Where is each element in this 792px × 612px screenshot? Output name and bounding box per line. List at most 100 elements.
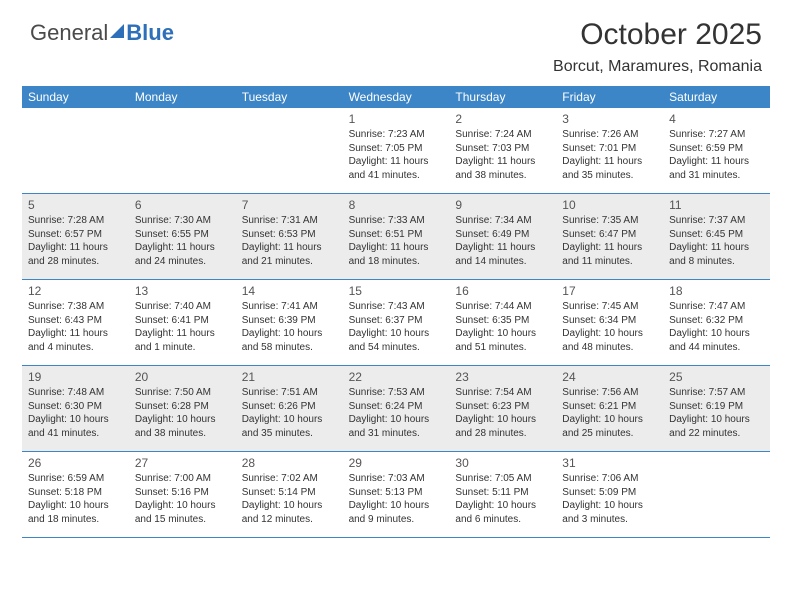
day-cell: 24Sunrise: 7:56 AMSunset: 6:21 PMDayligh… (556, 366, 663, 452)
sunrise-line: Sunrise: 7:40 AM (135, 300, 230, 314)
sunset-line: Sunset: 6:21 PM (562, 400, 657, 414)
sunset-line: Sunset: 5:14 PM (242, 486, 337, 500)
location-subtitle: Borcut, Maramures, Romania (553, 58, 762, 76)
sunrise-line: Sunrise: 7:00 AM (135, 472, 230, 486)
day-number: 29 (349, 456, 444, 470)
logo: General Blue (30, 20, 174, 46)
daylight-line: Daylight: 10 hours and 12 minutes. (242, 499, 337, 526)
day-cell: 16Sunrise: 7:44 AMSunset: 6:35 PMDayligh… (449, 280, 556, 366)
daylight-line: Daylight: 10 hours and 58 minutes. (242, 327, 337, 354)
week-row: 19Sunrise: 7:48 AMSunset: 6:30 PMDayligh… (22, 366, 770, 452)
day-cell: 15Sunrise: 7:43 AMSunset: 6:37 PMDayligh… (343, 280, 450, 366)
day-number: 13 (135, 284, 230, 298)
sunset-line: Sunset: 6:19 PM (669, 400, 764, 414)
sunrise-line: Sunrise: 7:54 AM (455, 386, 550, 400)
daylight-line: Daylight: 10 hours and 38 minutes. (135, 413, 230, 440)
dow-cell: Sunday (22, 86, 129, 108)
day-number: 18 (669, 284, 764, 298)
day-cell: 1 Sunrise: 7:23 AMSunset: 7:05 PMDaylight… (343, 108, 450, 194)
week-row: 12Sunrise: 7:38 AMSunset: 6:43 PMDayligh… (22, 280, 770, 366)
sunrise-line: Sunrise: 7:06 AM (562, 472, 657, 486)
sunrise-line: Sunrise: 7:26 AM (562, 128, 657, 142)
day-number: 7 (242, 198, 337, 212)
sunset-line: Sunset: 7:03 PM (455, 142, 550, 156)
daylight-line: Daylight: 10 hours and 31 minutes. (349, 413, 444, 440)
daylight-line: Daylight: 10 hours and 54 minutes. (349, 327, 444, 354)
daylight-line: Daylight: 10 hours and 9 minutes. (349, 499, 444, 526)
dow-cell: Saturday (663, 86, 770, 108)
day-cell: 7Sunrise: 7:31 AMSunset: 6:53 PMDaylight… (236, 194, 343, 280)
sunrise-line: Sunrise: 7:44 AM (455, 300, 550, 314)
day-cell: 17Sunrise: 7:45 AMSunset: 6:34 PMDayligh… (556, 280, 663, 366)
daylight-line: Daylight: 11 hours and 1 minute. (135, 327, 230, 354)
day-number: 10 (562, 198, 657, 212)
day-number: 24 (562, 370, 657, 384)
day-cell: 26Sunrise: 6:59 AMSunset: 5:18 PMDayligh… (22, 452, 129, 538)
daylight-line: Daylight: 10 hours and 35 minutes. (242, 413, 337, 440)
day-number: 20 (135, 370, 230, 384)
sunset-line: Sunset: 6:39 PM (242, 314, 337, 328)
sunset-line: Sunset: 6:45 PM (669, 228, 764, 242)
sunset-line: Sunset: 6:28 PM (135, 400, 230, 414)
dow-cell: Wednesday (343, 86, 450, 108)
sunrise-line: Sunrise: 7:50 AM (135, 386, 230, 400)
day-number: 5 (28, 198, 123, 212)
sunset-line: Sunset: 7:05 PM (349, 142, 444, 156)
day-number: 25 (669, 370, 764, 384)
day-cell: 19Sunrise: 7:48 AMSunset: 6:30 PMDayligh… (22, 366, 129, 452)
day-number: 4 (669, 112, 764, 126)
sunrise-line: Sunrise: 7:33 AM (349, 214, 444, 228)
day-cell: 31Sunrise: 7:06 AMSunset: 5:09 PMDayligh… (556, 452, 663, 538)
sunset-line: Sunset: 6:51 PM (349, 228, 444, 242)
sunrise-line: Sunrise: 7:53 AM (349, 386, 444, 400)
weeks-container: 1Sunrise: 7:23 AMSunset: 7:05 PMDaylight… (22, 108, 770, 538)
daylight-line: Daylight: 11 hours and 14 minutes. (455, 241, 550, 268)
sunrise-line: Sunrise: 7:51 AM (242, 386, 337, 400)
page-title: October 2025 (553, 18, 762, 52)
sunset-line: Sunset: 5:16 PM (135, 486, 230, 500)
day-of-week-header: SundayMondayTuesdayWednesdayThursdayFrid… (22, 86, 770, 108)
daylight-line: Daylight: 11 hours and 18 minutes. (349, 241, 444, 268)
daylight-line: Daylight: 10 hours and 44 minutes. (669, 327, 764, 354)
day-number: 8 (349, 198, 444, 212)
day-number: 2 (455, 112, 550, 126)
day-cell (22, 108, 129, 194)
day-number: 31 (562, 456, 657, 470)
daylight-line: Daylight: 10 hours and 15 minutes. (135, 499, 230, 526)
day-number: 16 (455, 284, 550, 298)
day-cell: 12Sunrise: 7:38 AMSunset: 6:43 PMDayligh… (22, 280, 129, 366)
dow-cell: Monday (129, 86, 236, 108)
sunset-line: Sunset: 6:30 PM (28, 400, 123, 414)
sunset-line: Sunset: 6:43 PM (28, 314, 123, 328)
daylight-line: Daylight: 11 hours and 41 minutes. (349, 155, 444, 182)
sunrise-line: Sunrise: 7:45 AM (562, 300, 657, 314)
sunrise-line: Sunrise: 7:37 AM (669, 214, 764, 228)
day-number: 28 (242, 456, 337, 470)
sunset-line: Sunset: 6:57 PM (28, 228, 123, 242)
sunset-line: Sunset: 6:23 PM (455, 400, 550, 414)
day-number: 1 (349, 112, 444, 126)
day-cell: 18Sunrise: 7:47 AMSunset: 6:32 PMDayligh… (663, 280, 770, 366)
sunset-line: Sunset: 5:18 PM (28, 486, 123, 500)
day-cell: 10Sunrise: 7:35 AMSunset: 6:47 PMDayligh… (556, 194, 663, 280)
day-cell: 5Sunrise: 7:28 AMSunset: 6:57 PMDaylight… (22, 194, 129, 280)
day-number: 22 (349, 370, 444, 384)
calendar: SundayMondayTuesdayWednesdayThursdayFrid… (22, 86, 770, 538)
day-cell: 27 Sunrise: 7:00 AMSunset: 5:16 PMDayligh… (129, 452, 236, 538)
dow-cell: Thursday (449, 86, 556, 108)
day-cell: 21Sunrise: 7:51 AMSunset: 6:26 PMDayligh… (236, 366, 343, 452)
day-number: 27 (135, 456, 230, 470)
daylight-line: Daylight: 10 hours and 41 minutes. (28, 413, 123, 440)
day-number: 14 (242, 284, 337, 298)
sunrise-line: Sunrise: 7:57 AM (669, 386, 764, 400)
day-cell (129, 108, 236, 194)
sunrise-line: Sunrise: 7:23 AM (349, 128, 444, 142)
sunset-line: Sunset: 6:49 PM (455, 228, 550, 242)
day-cell: 2Sunrise: 7:24 AMSunset: 7:03 PMDaylight… (449, 108, 556, 194)
day-number: 30 (455, 456, 550, 470)
day-number: 6 (135, 198, 230, 212)
day-number: 9 (455, 198, 550, 212)
day-number: 17 (562, 284, 657, 298)
day-cell: 20 Sunrise: 7:50 AMSunset: 6:28 PMDayligh… (129, 366, 236, 452)
sunset-line: Sunset: 6:26 PM (242, 400, 337, 414)
